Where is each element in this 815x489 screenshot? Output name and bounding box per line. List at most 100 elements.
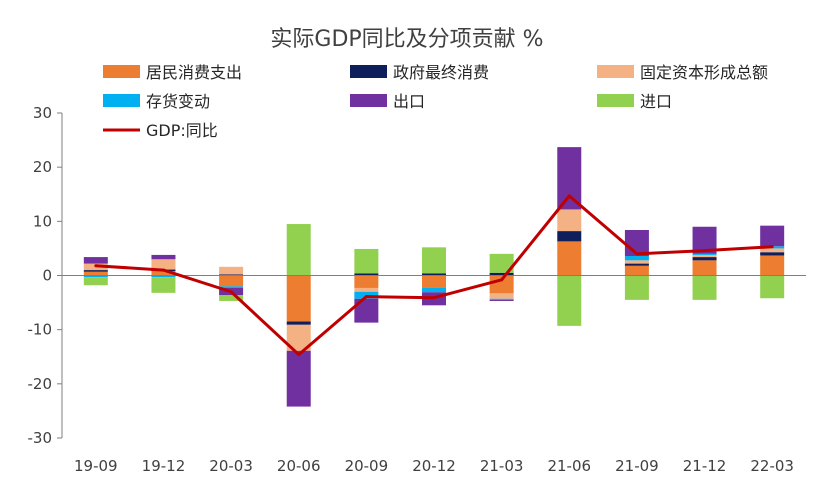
- bar-segment: [83, 271, 108, 276]
- legend-item: 固定资本形成总额: [597, 63, 768, 82]
- bar-segment: [219, 295, 244, 301]
- legend-item: GDP:同比: [103, 121, 218, 140]
- chart-title: 实际GDP同比及分项贡献 %: [270, 27, 543, 52]
- x-tick-label: 20-09: [345, 457, 389, 475]
- bar-segment: [692, 260, 717, 276]
- bar-segment: [760, 275, 785, 299]
- legend-label: 进口: [640, 92, 672, 111]
- bar-segment: [151, 275, 176, 278]
- line-point: [500, 278, 504, 282]
- bar-segment: [219, 274, 244, 276]
- y-tick-label: -20: [28, 375, 53, 393]
- bar-segment: [624, 230, 649, 256]
- legend-swatch: [350, 65, 387, 78]
- bar-segment: [286, 321, 311, 325]
- line-point: [432, 296, 436, 300]
- bar-segment: [692, 257, 717, 261]
- bar-segment: [489, 299, 514, 301]
- legend-item: 存货变动: [103, 92, 210, 111]
- bar-segment: [422, 273, 446, 276]
- legend-item: 进口: [597, 92, 672, 111]
- line-point: [161, 268, 165, 272]
- y-tick-label: -30: [28, 429, 53, 447]
- x-tick-label: 20-03: [209, 457, 253, 475]
- bar-segment: [354, 248, 379, 274]
- bar-segment: [489, 253, 514, 273]
- bar-segment: [354, 273, 379, 276]
- line-point: [567, 194, 571, 198]
- bar-segment: [354, 275, 379, 288]
- legend-label: 居民消费支出: [146, 63, 242, 82]
- bar-segment: [557, 231, 582, 242]
- x-tick-label: 20-06: [277, 457, 321, 475]
- bar-segment: [557, 147, 582, 210]
- bar-segment: [83, 257, 108, 264]
- bar-segment: [624, 265, 649, 276]
- x-tick-label: 21-03: [480, 457, 524, 475]
- bar-segment: [83, 275, 108, 278]
- line-point: [770, 245, 774, 249]
- x-tick-label: 22-03: [750, 457, 794, 475]
- legend-item: 居民消费支出: [103, 63, 242, 82]
- y-tick-label: -10: [28, 321, 53, 339]
- bar-segment: [219, 286, 244, 288]
- line-point: [94, 264, 98, 268]
- line-point: [297, 353, 301, 357]
- x-tick-label: 21-12: [683, 457, 727, 475]
- line-point: [364, 295, 368, 299]
- bar-segment: [151, 271, 176, 276]
- legend-label: GDP:同比: [146, 121, 218, 140]
- bar-segment: [219, 266, 244, 275]
- legend-label: 政府最终消费: [393, 63, 489, 82]
- line-point: [229, 290, 233, 294]
- legend-item: 政府最终消费: [350, 63, 489, 82]
- bar-segment: [557, 209, 582, 232]
- bar-segment: [83, 270, 108, 272]
- bar-segment: [489, 298, 514, 300]
- bar-segment: [760, 248, 785, 253]
- legend-swatch: [103, 65, 140, 78]
- gdp-line: [94, 194, 774, 357]
- bar-segment: [151, 254, 176, 260]
- x-tick-label: 19-12: [142, 457, 186, 475]
- y-axis: 30 20 10 0 -10 -20 -30: [28, 104, 63, 447]
- bar-segment: [557, 275, 582, 326]
- bar-segment: [624, 275, 649, 300]
- bar-segment: [354, 287, 379, 292]
- bar-segment: [692, 275, 717, 300]
- legend-swatch: [597, 94, 634, 107]
- bar-segment: [489, 293, 514, 299]
- x-tick-label: 21-09: [615, 457, 659, 475]
- bars: [83, 147, 785, 407]
- bar-segment: [422, 275, 446, 288]
- y-tick-label: 0: [42, 267, 52, 285]
- bar-segment: [760, 252, 785, 256]
- legend-label: 固定资本形成总额: [640, 63, 768, 82]
- y-tick-label: 30: [33, 104, 52, 122]
- bar-segment: [354, 298, 379, 323]
- bar-segment: [286, 275, 311, 322]
- bar-segment: [624, 263, 649, 266]
- bar-segment: [692, 254, 717, 258]
- bar-segment: [422, 247, 446, 274]
- bar-segment: [151, 259, 176, 270]
- legend-swatch: [597, 65, 634, 78]
- bar-segment: [624, 256, 649, 261]
- legend-item: 出口: [350, 92, 425, 111]
- line-point: [703, 249, 707, 253]
- bar-segment: [219, 275, 244, 287]
- bar-segment: [760, 255, 785, 276]
- x-axis: 19-09 19-12 20-03 20-06 20-09 20-12 21-03 21-06…: [62, 275, 806, 475]
- legend-label: 存货变动: [146, 92, 210, 111]
- bar-segment: [557, 241, 582, 276]
- y-tick-label: 10: [33, 212, 52, 230]
- bar-segment: [624, 260, 649, 264]
- legend-swatch: [350, 94, 387, 107]
- bar-segment: [286, 350, 311, 407]
- bar-segment: [760, 225, 785, 247]
- legend-label: 出口: [393, 92, 425, 111]
- bar-segment: [422, 287, 446, 293]
- x-tick-label: 20-12: [412, 457, 456, 475]
